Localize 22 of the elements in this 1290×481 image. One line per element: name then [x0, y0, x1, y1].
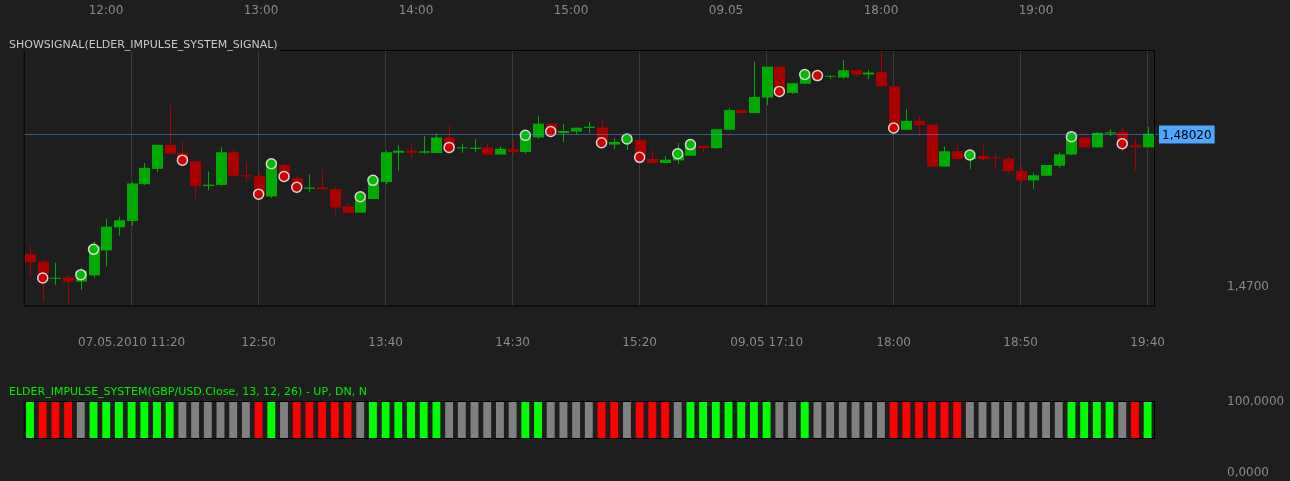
x-tick-label: 13:40 — [368, 334, 403, 349]
text: 19:00 — [1018, 3, 1054, 17]
text: 12:00 — [88, 3, 124, 17]
text: 1,4700 — [1227, 279, 1269, 293]
x-tick-label: 09.05 17:10 — [730, 334, 804, 349]
text: 15:00 — [553, 3, 589, 17]
x-tick-label: 18:50 — [1003, 334, 1038, 349]
x-tick-label: 12:50 — [241, 334, 276, 349]
x-tick-label: 19:40 — [1130, 334, 1165, 349]
text: 14:00 — [398, 3, 434, 17]
x-tick-label: 07.05.2010 11:20 — [78, 334, 186, 349]
x-tick-label: 18:00 — [876, 334, 911, 349]
chart-title: SHOWSIGNAL(ELDER_IMPULSE_SYSTEM_SIGNAL) — [7, 38, 280, 51]
text: 100,0000 — [1227, 394, 1285, 408]
text: 09.05 — [708, 3, 744, 17]
text: 0,0000 — [1227, 465, 1269, 479]
chart-title: ELDER_IMPULSE_SYSTEM(GBP/USD.Close, 13, 12, 26) - UP, DN, N — [7, 385, 369, 398]
x-tick-label: 15:20 — [622, 334, 657, 349]
ref-line-label: 1,48020 — [1162, 127, 1212, 142]
text: 13:00 — [243, 3, 279, 17]
x-tick-label: 14:30 — [495, 334, 530, 349]
text: 18:00 — [863, 3, 899, 17]
